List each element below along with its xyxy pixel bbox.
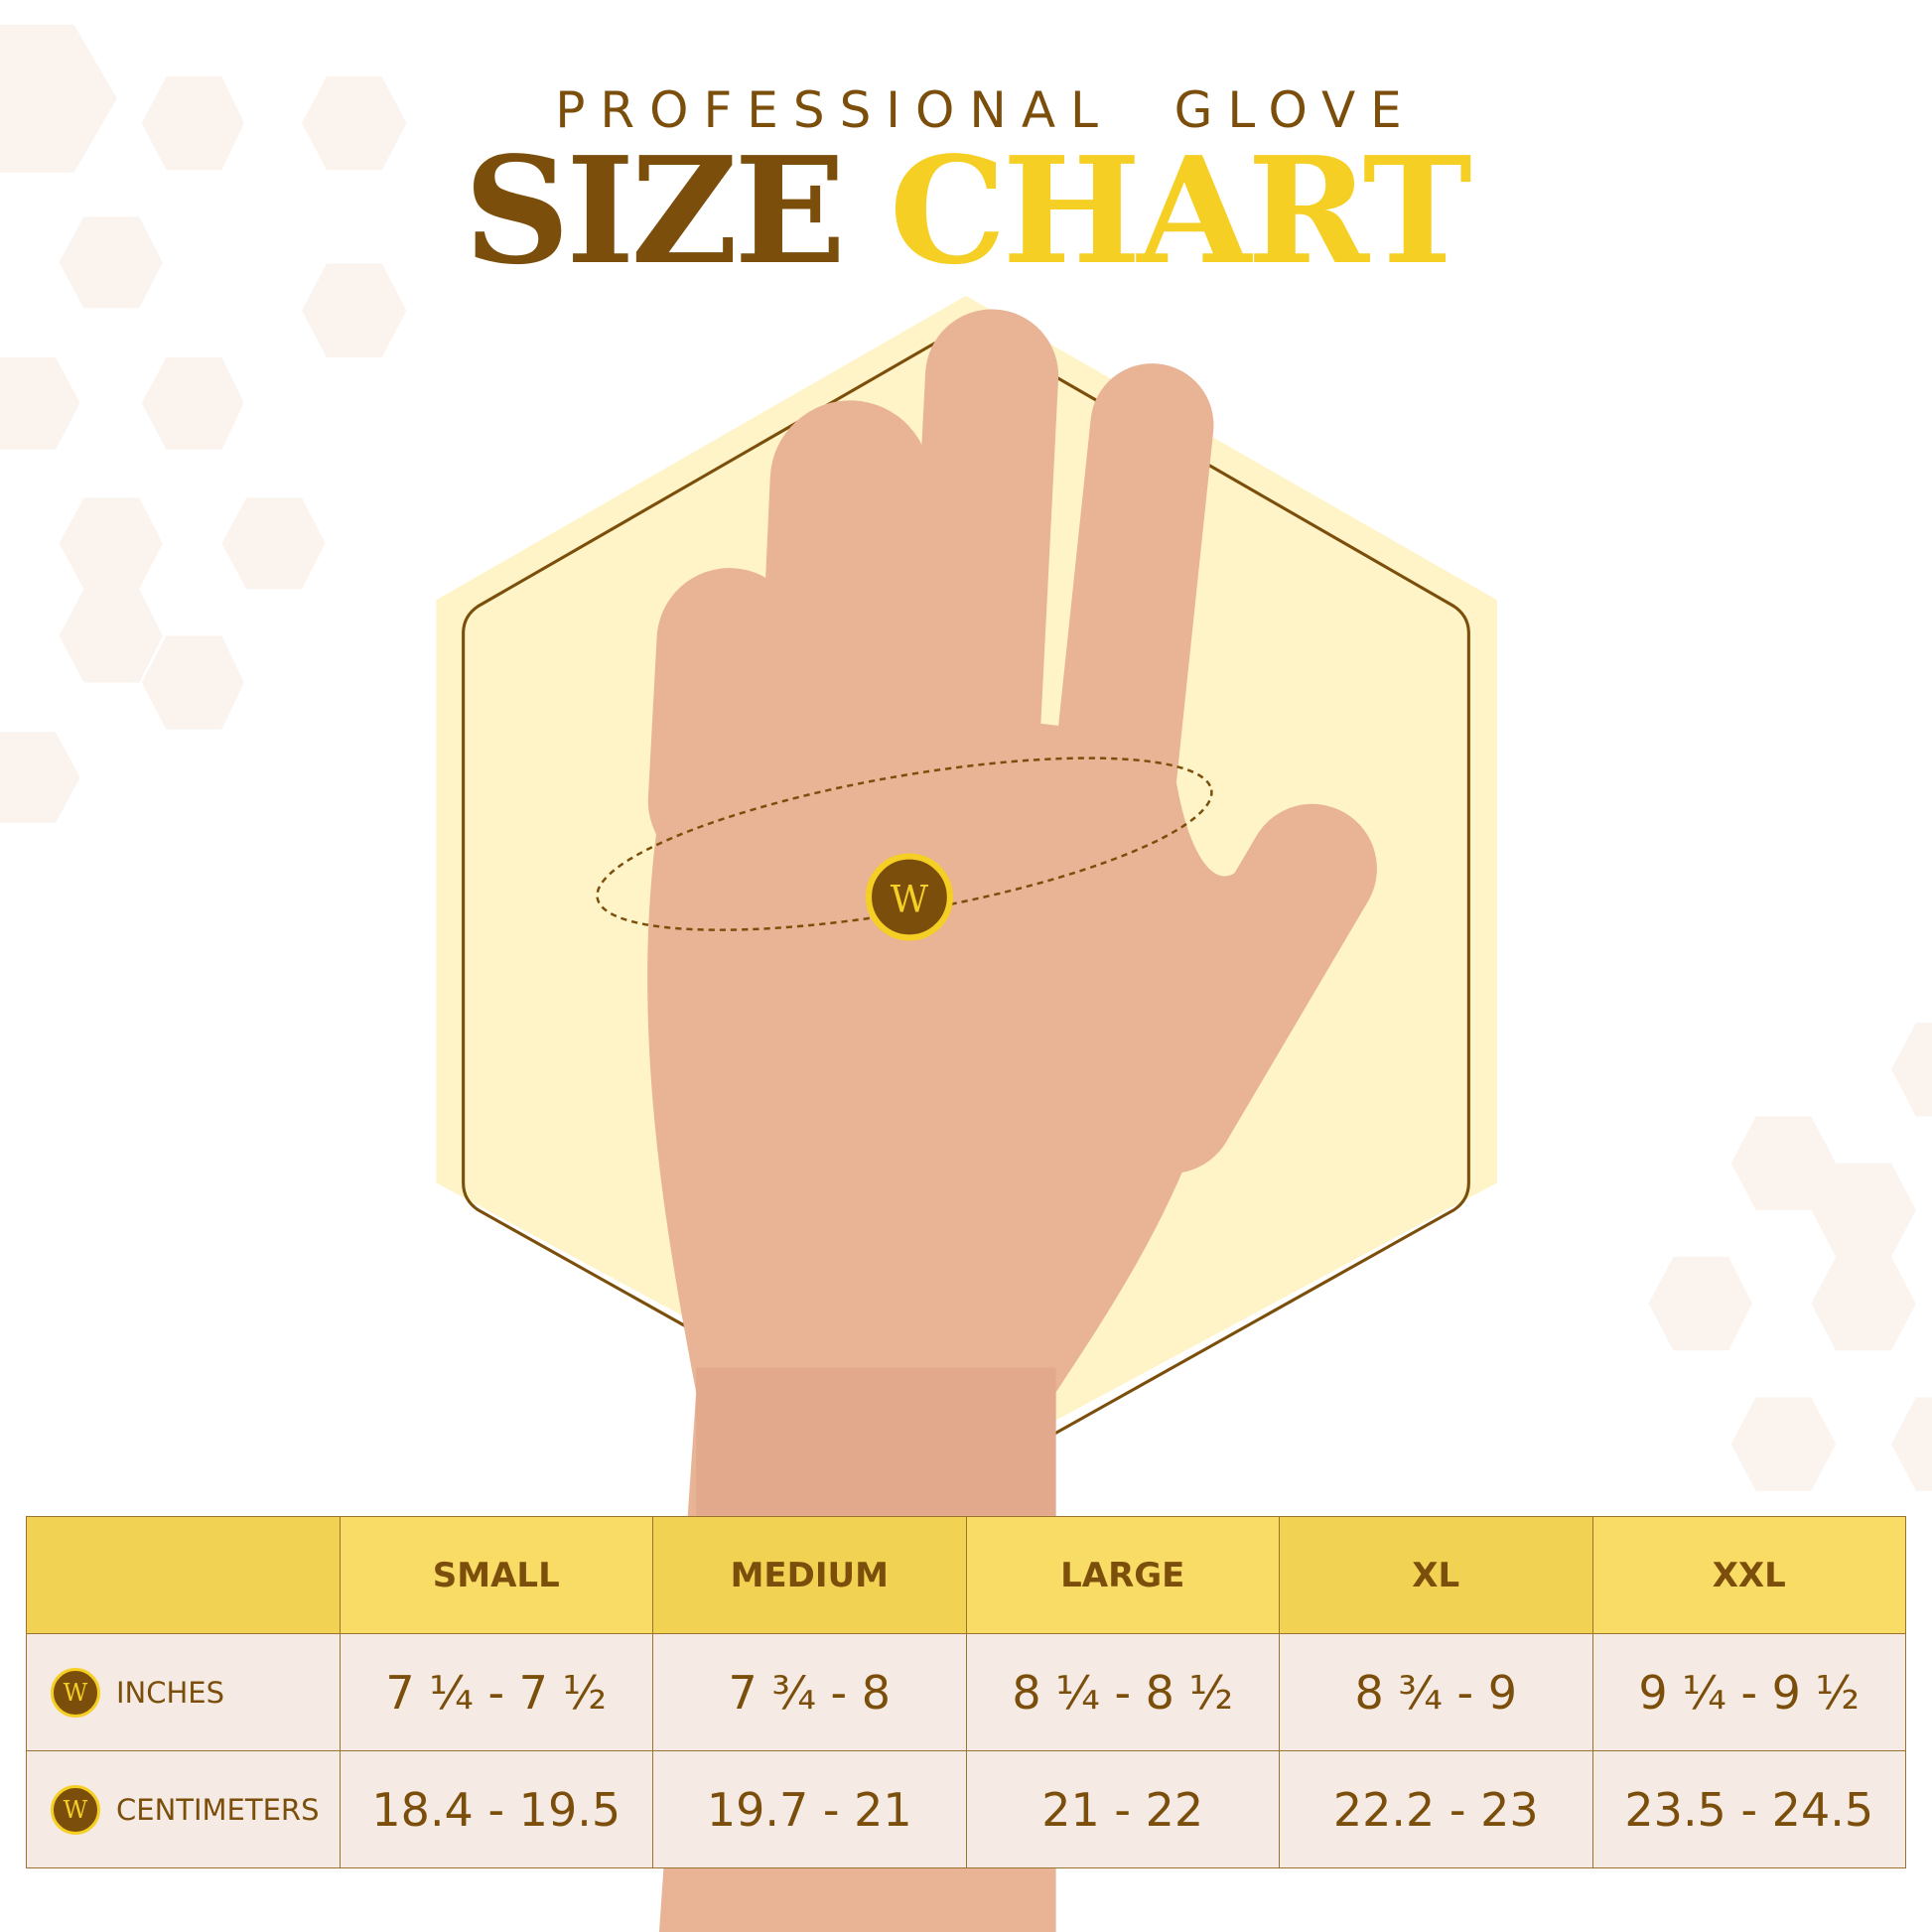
w-logo-badge-icon: W (51, 1667, 100, 1718)
column-header-empty (26, 1516, 341, 1634)
w-logo-badge-icon: W (51, 1784, 100, 1835)
table-cell: 8 ¼ - 8 ½ (965, 1633, 1280, 1751)
table-cell: 8 ¾ - 9 (1279, 1633, 1593, 1751)
column-header-medium: MEDIUM (652, 1516, 967, 1634)
measurement-dashed-ellipse (596, 757, 1213, 931)
table-row-inches: W INCHES 7 ¼ - 7 ½ 7 ¾ - 8 8 ¼ - 8 ½ 8 ¾ … (26, 1633, 1906, 1751)
table-row-centimeters: W CENTIMETERS 18.4 - 19.5 19.7 - 21 21 - … (26, 1750, 1906, 1868)
background-hexagons (0, 24, 1932, 1491)
row-label-text: CENTIMETERS (116, 1792, 320, 1827)
title-word-chart: CHART (889, 124, 1472, 297)
table-cell: 22.2 - 23 (1279, 1750, 1593, 1868)
column-header-xxl: XXL (1591, 1516, 1906, 1634)
size-chart-table: SMALL MEDIUM LARGE XL XXL W INCHES 7 ¼ - … (26, 1516, 1906, 1868)
page-title: SIZE CHART (0, 137, 1932, 284)
column-header-large: LARGE (965, 1516, 1280, 1634)
table-cell: 23.5 - 24.5 (1591, 1750, 1906, 1868)
row-label-text: INCHES (116, 1675, 225, 1710)
table-cell: 21 - 22 (965, 1750, 1280, 1868)
row-label: W CENTIMETERS (26, 1750, 341, 1868)
table-cell: 7 ¼ - 7 ½ (339, 1633, 653, 1751)
table-cell: 7 ¾ - 8 (652, 1633, 967, 1751)
table-cell: 9 ¼ - 9 ½ (1591, 1633, 1906, 1751)
table-header-row: SMALL MEDIUM LARGE XL XXL (26, 1516, 1906, 1634)
title-subheading: PROFESSIONAL GLOVE (555, 81, 1417, 139)
table-cell: 18.4 - 19.5 (339, 1750, 653, 1868)
row-label: W INCHES (26, 1633, 341, 1751)
column-header-small: SMALL (339, 1516, 653, 1634)
title-word-size: SIZE (464, 124, 846, 297)
svg-text:W: W (891, 877, 929, 920)
column-header-xl: XL (1279, 1516, 1593, 1634)
table-cell: 19.7 - 21 (652, 1750, 967, 1868)
w-logo-badge-icon: W (865, 853, 953, 941)
